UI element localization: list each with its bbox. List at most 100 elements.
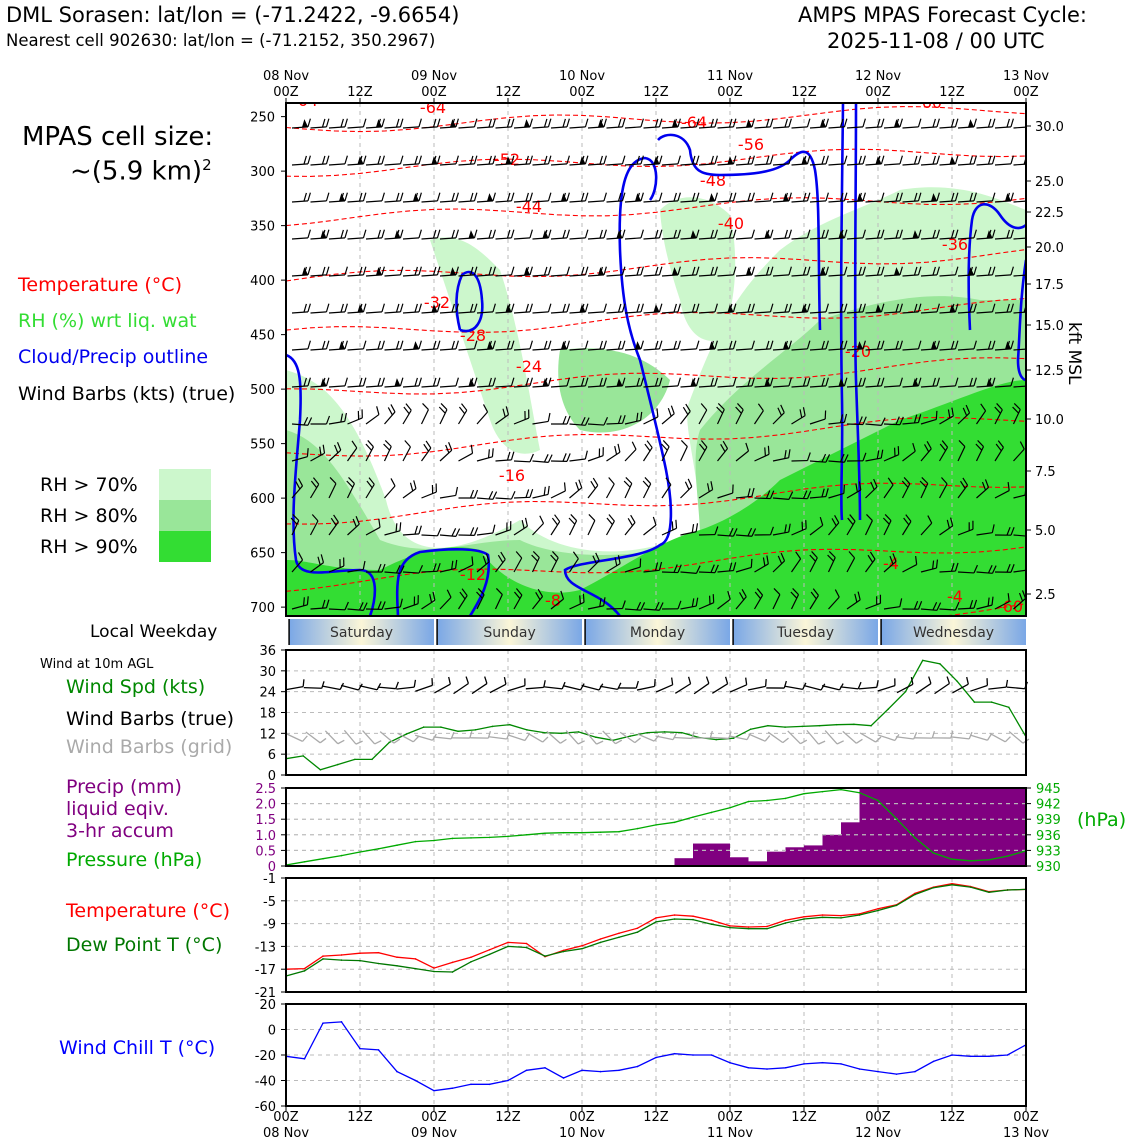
cs-wind-barb <box>328 266 348 277</box>
cs-wind-barb <box>550 482 566 499</box>
y-tick-label: -9 <box>263 918 276 933</box>
wind-speed-line-point <box>681 731 683 734</box>
windchill-line-point <box>969 1055 972 1058</box>
wind-barb-true <box>396 679 417 690</box>
wind-speed-line-point <box>388 741 391 744</box>
cs-wind-barb <box>809 488 829 499</box>
cs-wind-barb <box>754 340 774 351</box>
y-tick-label: -20 <box>255 1049 276 1064</box>
cs-wind-barb <box>865 478 878 499</box>
cs-wind-barb <box>439 192 459 203</box>
cs-wind-barb <box>310 229 330 240</box>
windchill-line-point <box>470 1083 472 1086</box>
y-tick-label: 930 <box>1036 860 1061 875</box>
cs-wind-barb <box>384 564 405 574</box>
precip-bar <box>730 857 749 866</box>
wind-barb-grid <box>324 730 345 745</box>
cs-wind-barb <box>643 118 663 129</box>
cs-wind-barb <box>569 450 588 462</box>
wind-barb-true <box>415 678 434 692</box>
cs-wind-barb <box>772 192 792 203</box>
wind-barb-grid <box>729 732 752 741</box>
cs-wind-barb <box>365 440 374 462</box>
wind-barb-true <box>303 681 325 689</box>
cs-wind-barb <box>606 155 626 166</box>
cs-wind-barb <box>513 118 533 129</box>
wind-barb-grid <box>584 729 604 745</box>
windchill-line-point <box>673 1052 676 1055</box>
cs-wind-barb <box>661 477 672 499</box>
windchill-line-point <box>895 1073 898 1075</box>
cs-wind-barb <box>328 340 348 351</box>
cs-wind-barb <box>920 340 940 351</box>
dewpoint-line-point <box>840 917 842 919</box>
bottom-date-label: 09 Nov <box>411 1126 457 1140</box>
cs-wind-barb <box>772 491 794 500</box>
cs-wind-barb <box>347 266 367 277</box>
cs-wind-barb <box>383 439 392 462</box>
temperature-line-point <box>1025 888 1027 891</box>
windchill-line-point <box>433 1089 435 1092</box>
cs-wind-barb <box>569 340 589 351</box>
cs-wind-barb <box>772 552 786 573</box>
cs-wind-barb <box>698 340 718 351</box>
cs-wind-barb <box>458 192 478 203</box>
cs-wind-barb <box>624 340 644 351</box>
cs-wind-barb <box>421 155 441 166</box>
temperature-line <box>285 883 1027 970</box>
top-hour-label: 12Z <box>791 85 817 100</box>
cs-wind-barb <box>457 588 468 610</box>
bottom-hour-label: 12Z <box>347 1110 373 1125</box>
wind-barb-grid <box>824 730 844 745</box>
cs-wind-barb <box>717 377 737 388</box>
wind-barb-grid <box>362 730 382 745</box>
cs-wind-barb <box>754 266 774 277</box>
cs-wind-barb <box>994 403 1003 425</box>
cs-wind-barb <box>606 229 626 240</box>
cs-wind-barb <box>605 477 615 499</box>
pressure-line-point <box>692 816 694 818</box>
cs-wind-barb <box>495 155 515 166</box>
cs-wind-barb <box>902 303 922 314</box>
pressure-line-point <box>858 791 861 794</box>
cs-wind-barb <box>698 118 718 129</box>
wind-speed-line-point <box>354 758 356 761</box>
cs-wind-barb <box>680 377 700 388</box>
legend-cloud: Cloud/Precip outline <box>18 346 209 368</box>
cs-wind-barb <box>939 601 960 611</box>
y-tick-label: 20 <box>259 998 276 1013</box>
dewpoint-line-point <box>599 941 602 944</box>
pressure-line-point <box>673 821 676 824</box>
wind10m-title: Wind at 10m AGL <box>40 657 154 672</box>
wind-barb-grid <box>748 733 771 742</box>
y-tick-label: 945 <box>1036 782 1061 797</box>
cs-wind-barb <box>828 340 848 351</box>
wind-speed-line-point <box>1007 706 1010 709</box>
cs-wind-barb <box>809 453 831 463</box>
cs-wind-barb <box>568 514 578 536</box>
top-hour-label: 00Z <box>273 85 299 100</box>
cs-wind-barb <box>902 600 923 610</box>
cs-wind-barb <box>920 441 932 462</box>
wind-barb-grid <box>343 729 363 745</box>
pressure-line-point <box>414 840 417 843</box>
cs-wind-barb <box>402 595 419 610</box>
cs-wind-barb <box>310 599 330 610</box>
wind-speed-line-point <box>612 739 614 742</box>
dewpoint-line-point <box>581 947 583 950</box>
precip-panel-frame <box>285 787 1027 867</box>
top-date-label: 08 Nov <box>263 69 309 84</box>
cs-wind-barb <box>790 588 800 610</box>
cs-wind-barb <box>920 192 940 203</box>
cs-wind-barb <box>587 229 607 240</box>
cs-wind-barb <box>680 523 699 536</box>
cs-wind-barb <box>846 377 866 388</box>
dewpoint-line-point <box>470 960 472 963</box>
wind-barb-true <box>618 680 639 689</box>
cs-wind-barb <box>513 517 528 536</box>
wind-barb-grid <box>673 731 695 740</box>
legend-rh70-swatch <box>159 469 211 500</box>
cs-wind-barb <box>643 303 663 314</box>
cs-wind-barb <box>550 551 559 573</box>
cs-wind-barb <box>291 552 304 573</box>
